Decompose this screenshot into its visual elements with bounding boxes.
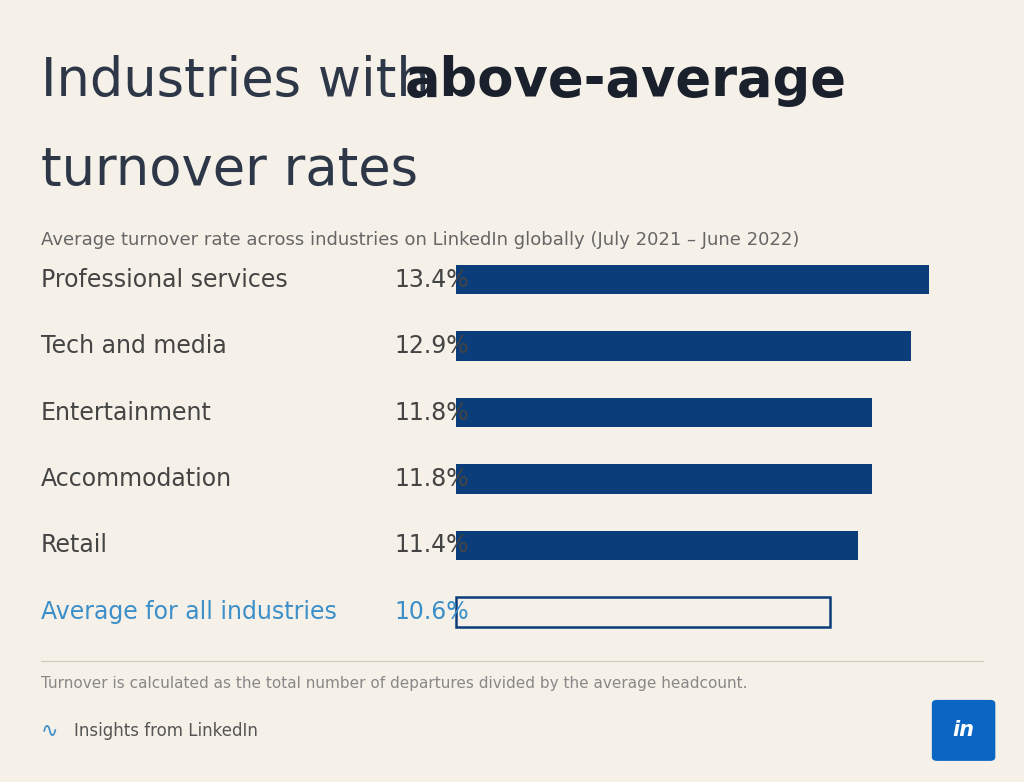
- Text: above-average: above-average: [404, 55, 847, 106]
- Text: Average turnover rate across industries on LinkedIn globally (July 2021 – June 2: Average turnover rate across industries …: [41, 231, 800, 249]
- Text: Turnover is calculated as the total number of departures divided by the average : Turnover is calculated as the total numb…: [41, 676, 748, 691]
- Text: Industries with: Industries with: [41, 55, 446, 106]
- Text: Retail: Retail: [41, 533, 108, 558]
- Bar: [456, 531, 858, 560]
- Text: Accommodation: Accommodation: [41, 467, 232, 491]
- Bar: [456, 597, 830, 626]
- Bar: [456, 398, 872, 427]
- Text: 12.9%: 12.9%: [394, 334, 469, 358]
- Bar: [456, 265, 929, 294]
- FancyBboxPatch shape: [932, 700, 995, 761]
- Bar: [456, 465, 872, 493]
- Text: Professional services: Professional services: [41, 267, 288, 292]
- Bar: [456, 332, 911, 361]
- Text: 11.8%: 11.8%: [394, 400, 469, 425]
- Text: in: in: [952, 720, 975, 741]
- Text: 13.4%: 13.4%: [394, 267, 469, 292]
- Text: 11.8%: 11.8%: [394, 467, 469, 491]
- Text: 10.6%: 10.6%: [394, 600, 469, 624]
- Text: Insights from LinkedIn: Insights from LinkedIn: [74, 722, 258, 741]
- Text: Entertainment: Entertainment: [41, 400, 212, 425]
- Text: ∿: ∿: [41, 721, 58, 741]
- Text: Average for all industries: Average for all industries: [41, 600, 337, 624]
- Text: turnover rates: turnover rates: [41, 145, 418, 196]
- Text: Tech and media: Tech and media: [41, 334, 226, 358]
- Text: 11.4%: 11.4%: [394, 533, 469, 558]
